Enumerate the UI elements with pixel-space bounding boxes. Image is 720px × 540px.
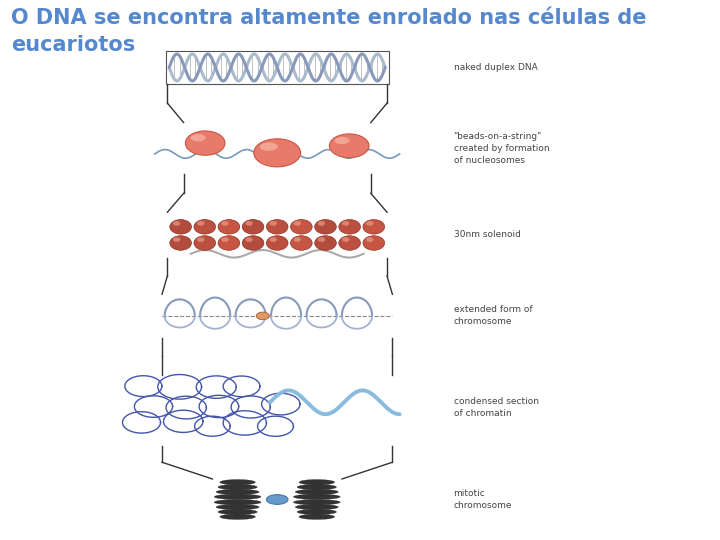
Ellipse shape: [246, 237, 253, 242]
Ellipse shape: [266, 236, 288, 250]
Ellipse shape: [299, 480, 335, 485]
Ellipse shape: [256, 312, 269, 320]
Ellipse shape: [246, 221, 253, 226]
Ellipse shape: [215, 494, 261, 500]
Ellipse shape: [290, 220, 312, 234]
Ellipse shape: [342, 221, 349, 226]
Ellipse shape: [218, 220, 240, 234]
Ellipse shape: [260, 143, 278, 151]
Ellipse shape: [191, 134, 206, 141]
Ellipse shape: [197, 221, 204, 226]
Ellipse shape: [170, 236, 192, 250]
Ellipse shape: [218, 509, 257, 515]
Ellipse shape: [297, 484, 336, 490]
Ellipse shape: [342, 237, 349, 242]
Ellipse shape: [363, 220, 384, 234]
Text: condensed section
of chromatin: condensed section of chromatin: [454, 397, 539, 418]
Ellipse shape: [215, 500, 261, 505]
Ellipse shape: [294, 221, 301, 226]
Ellipse shape: [242, 236, 264, 250]
Ellipse shape: [242, 220, 264, 234]
Ellipse shape: [366, 237, 374, 242]
Ellipse shape: [269, 221, 277, 226]
Ellipse shape: [269, 237, 277, 242]
Ellipse shape: [170, 220, 192, 234]
Ellipse shape: [290, 236, 312, 250]
Ellipse shape: [295, 504, 338, 510]
Ellipse shape: [194, 236, 215, 250]
Ellipse shape: [339, 220, 361, 234]
Ellipse shape: [315, 236, 336, 250]
Ellipse shape: [266, 495, 288, 504]
Ellipse shape: [295, 489, 338, 495]
Ellipse shape: [299, 514, 335, 519]
Text: naked duplex DNA: naked duplex DNA: [454, 63, 537, 72]
Ellipse shape: [173, 237, 180, 242]
Ellipse shape: [335, 137, 350, 144]
Ellipse shape: [266, 220, 288, 234]
Ellipse shape: [315, 220, 336, 234]
Ellipse shape: [363, 236, 384, 250]
Ellipse shape: [220, 514, 256, 519]
Ellipse shape: [216, 489, 259, 495]
Ellipse shape: [216, 504, 259, 510]
Ellipse shape: [218, 236, 240, 250]
Ellipse shape: [294, 500, 340, 505]
Text: O DNA se encontra altamente enrolado nas células de: O DNA se encontra altamente enrolado nas…: [11, 8, 647, 28]
Text: eucariotos: eucariotos: [11, 35, 135, 55]
Text: 30nm solenoid: 30nm solenoid: [454, 231, 521, 239]
Ellipse shape: [220, 480, 256, 485]
Ellipse shape: [173, 221, 180, 226]
Ellipse shape: [218, 484, 257, 490]
Ellipse shape: [253, 139, 301, 167]
Ellipse shape: [297, 509, 336, 515]
Ellipse shape: [366, 221, 374, 226]
Text: extended form of
chromosome: extended form of chromosome: [454, 306, 532, 326]
Text: mitotic
chromosome: mitotic chromosome: [454, 489, 512, 510]
Ellipse shape: [186, 131, 225, 156]
Ellipse shape: [339, 236, 361, 250]
Ellipse shape: [221, 221, 229, 226]
Ellipse shape: [194, 220, 215, 234]
Ellipse shape: [294, 237, 301, 242]
Ellipse shape: [318, 221, 325, 226]
Ellipse shape: [318, 237, 325, 242]
Ellipse shape: [197, 237, 204, 242]
Ellipse shape: [329, 134, 369, 158]
Ellipse shape: [294, 494, 340, 500]
Ellipse shape: [221, 237, 229, 242]
Text: "beads-on-a-string"
created by formation
of nucleosomes: "beads-on-a-string" created by formation…: [454, 132, 549, 165]
